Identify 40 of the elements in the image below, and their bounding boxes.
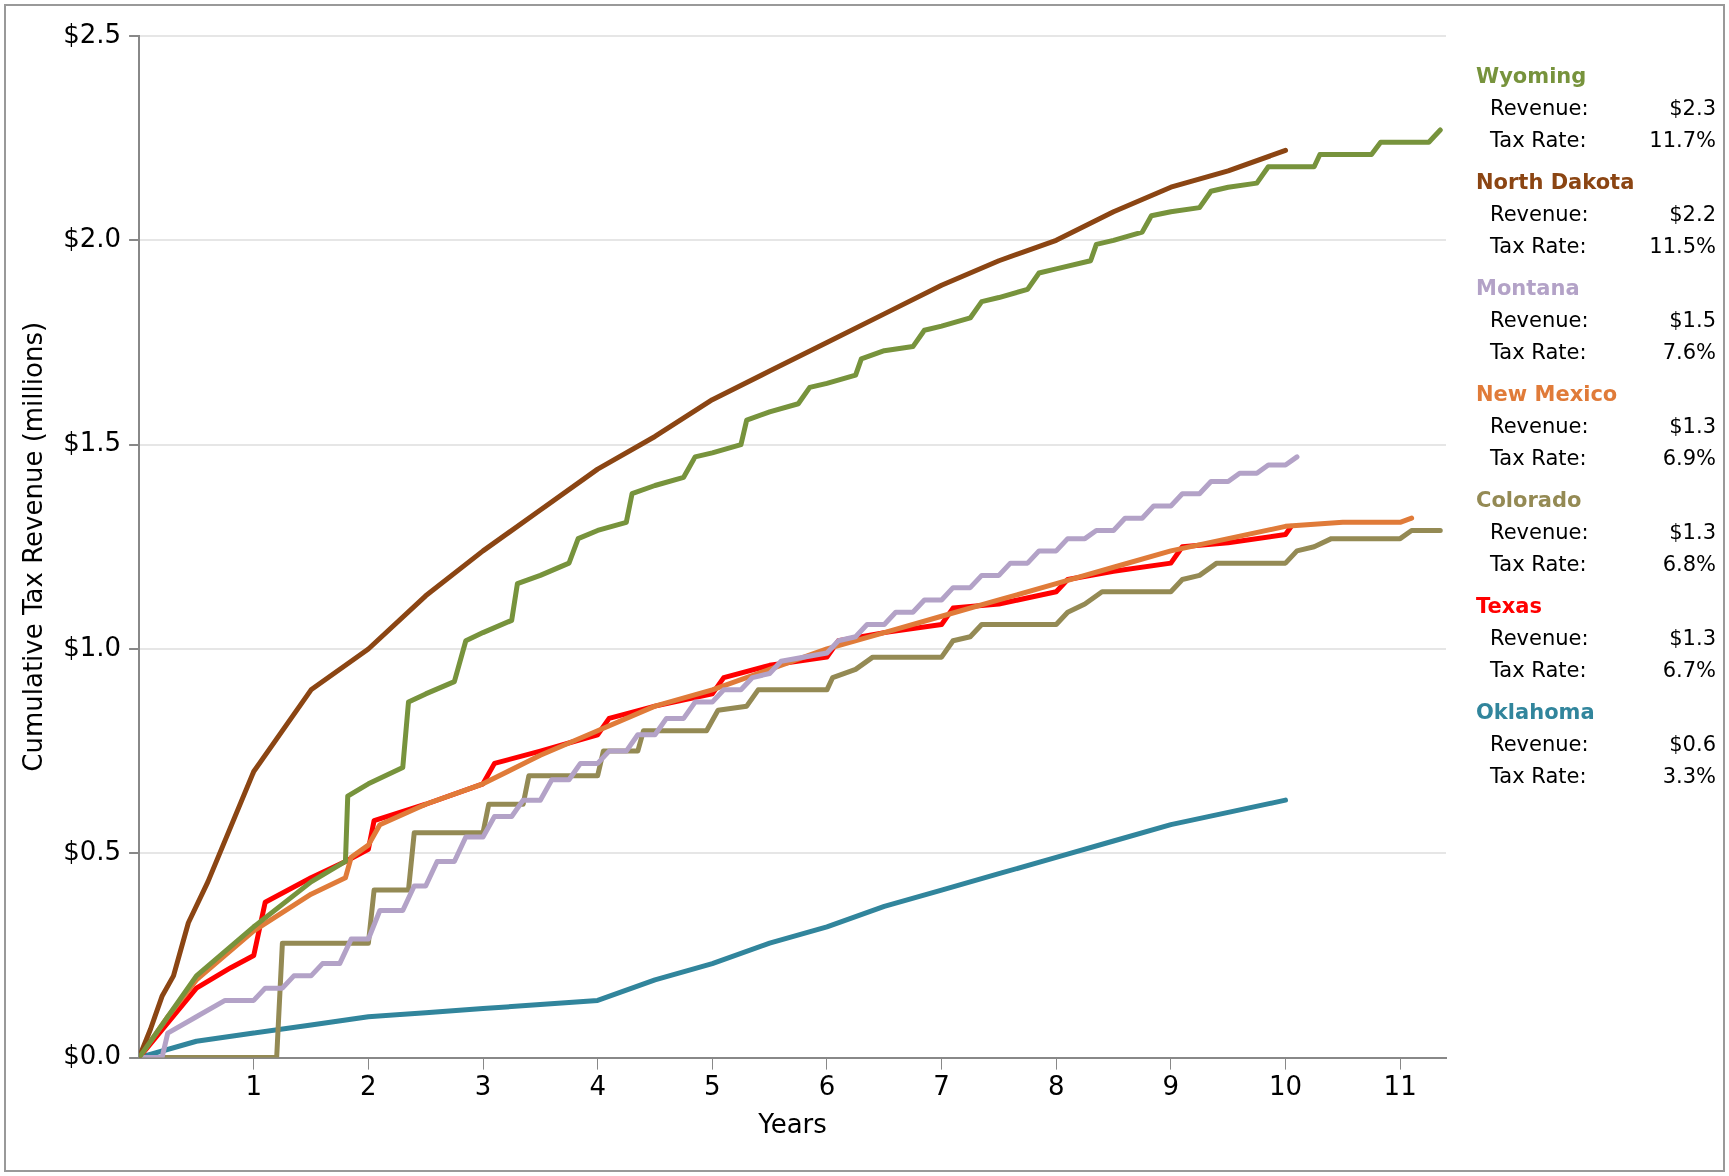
text: Oklahoma <box>1476 700 1596 724</box>
y-tick-label: $2.5 <box>63 18 122 49</box>
text: Montana <box>1476 276 1581 300</box>
x-tick-label: 3 <box>474 1070 492 1101</box>
text: Texas <box>1476 594 1543 618</box>
text: Revenue: $1.3 <box>1490 414 1716 438</box>
text: Tax Rate: 7.6% <box>1490 340 1716 364</box>
y-tick-label: $0.5 <box>63 836 122 867</box>
text: Wyoming <box>1476 64 1588 88</box>
text: Revenue: $2.2 <box>1490 202 1716 226</box>
series-label: Colorado <box>1476 488 1583 512</box>
x-tick-label: 4 <box>589 1070 606 1101</box>
x-tick-label: 9 <box>1162 1070 1180 1101</box>
x-tick-label: 6 <box>818 1070 836 1101</box>
y-tick-label: $1.5 <box>63 427 122 458</box>
text: Tax Rate: 6.7% <box>1490 658 1716 682</box>
text: Revenue: $1.3 <box>1490 520 1716 544</box>
x-tick-label: 2 <box>360 1070 377 1101</box>
text: North Dakota <box>1476 170 1636 194</box>
text: Revenue: $2.3 <box>1490 96 1716 120</box>
x-tick-label: 11 <box>1383 1070 1417 1101</box>
x-tick-label: 10 <box>1268 1070 1303 1101</box>
y-tick-label: $1.0 <box>63 631 122 662</box>
x-tick-label: 1 <box>245 1070 263 1101</box>
text: Tax Rate: 11.7% <box>1490 128 1716 152</box>
text: Revenue: $1.5 <box>1490 308 1716 332</box>
y-tick-label: $2.0 <box>63 223 122 254</box>
text: Tax Rate: 6.9% <box>1490 446 1716 470</box>
x-tick-label: 8 <box>1047 1070 1065 1101</box>
text: New Mexico <box>1476 382 1619 406</box>
x-tick-label: 7 <box>933 1070 950 1101</box>
y-axis-title: Cumulative Tax Revenue (millions) <box>18 321 49 772</box>
text: Tax Rate: 6.8% <box>1490 552 1716 576</box>
text: Revenue: $1.3 <box>1490 626 1716 650</box>
x-axis-title: Years <box>757 1109 827 1140</box>
x-tick-label: 5 <box>704 1070 721 1101</box>
text: Revenue: $0.6 <box>1490 732 1716 756</box>
text: Tax Rate: 11.5% <box>1490 234 1716 258</box>
y-tick-label: $0.0 <box>63 1040 122 1071</box>
text: Tax Rate: 3.3% <box>1490 764 1716 788</box>
